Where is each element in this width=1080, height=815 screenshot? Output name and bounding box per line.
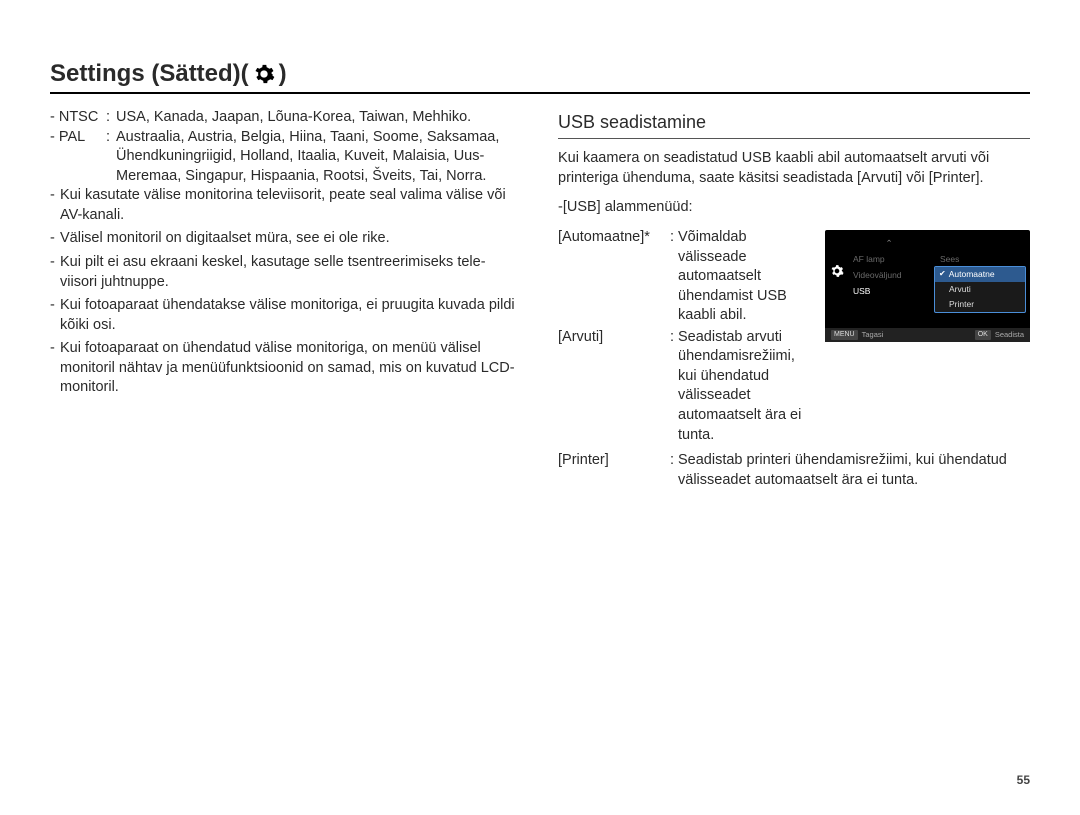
gear-icon xyxy=(830,264,844,281)
def-arvuti-sep: : xyxy=(670,328,678,445)
ntsc-label: - NTSC xyxy=(50,108,106,128)
bullet-1: -Kui kasutate välise monitorina televiis… xyxy=(50,186,522,225)
gear-icon xyxy=(253,63,275,85)
def-auto-sep: : xyxy=(670,228,678,326)
right-column: USB seadistamine Kui kaamera on seadista… xyxy=(558,108,1030,492)
def-arvuti-term: [Arvuti] xyxy=(558,328,670,445)
bullet-3-text: Kui pilt ei asu ekraani keskel, kasutage… xyxy=(60,253,522,292)
bullet-1-text: Kui kasutate välise monitorina televiiso… xyxy=(60,186,522,225)
ntsc-text: USA, Kanada, Jaapan, Lõuna-Korea, Taiwan… xyxy=(116,108,471,128)
bullet-3: -Kui pilt ei asu ekraani keskel, kasutag… xyxy=(50,253,522,292)
menu-set-label: Seadista xyxy=(995,330,1024,340)
pal-text: Austraalia, Austria, Belgia, Hiina, Taan… xyxy=(116,128,522,187)
menu-set-btn: OK xyxy=(975,330,991,339)
def-auto-text: Võimaldab välisseade automaatselt ühenda… xyxy=(678,228,815,326)
camera-menu-figure: ⌃ AF lamp Videoväljund USB Sees NTSC Aut… xyxy=(825,230,1030,342)
bullet-5-text: Kui fotoaparaat on ühendatud välise moni… xyxy=(60,339,522,398)
page-title-row: Settings (Sätted)( ) xyxy=(50,60,1030,94)
def-arvuti: [Arvuti] : Seadistab arvuti ühendamisrež… xyxy=(558,328,815,445)
popup-arvuti: Arvuti xyxy=(935,282,1025,297)
usb-intro: Kui kaamera on seadistatud USB kaabli ab… xyxy=(558,149,1030,188)
left-column: - NTSC : USA, Kanada, Jaapan, Lõuna-Kore… xyxy=(50,108,522,492)
bullet-2-text: Välisel monitoril on digitaalset müra, s… xyxy=(60,229,390,249)
menu-middle: ⌃ AF lamp Videoväljund USB xyxy=(849,230,929,342)
popup-auto: Automaatne xyxy=(935,267,1025,282)
bullet-4: -Kui fotoaparaat ühendatakse välise moni… xyxy=(50,296,522,335)
menu-sidebar xyxy=(825,230,849,342)
usb-submenu-label: -[USB] alammenüüd: xyxy=(558,198,1030,218)
menu-row-af: AF lamp xyxy=(853,252,925,268)
pal-row: - PAL : Austraalia, Austria, Belgia, Hii… xyxy=(50,128,522,187)
chevron-up-icon: ⌃ xyxy=(853,236,925,252)
pal-label: - PAL xyxy=(50,128,106,187)
usb-definitions: [Automaatne]* : Võimaldab välisseade aut… xyxy=(558,228,815,447)
def-auto-term: [Automaatne]* xyxy=(558,228,670,326)
def-printer: [Printer] : Seadistab printeri ühendamis… xyxy=(558,451,1030,490)
pal-sep: : xyxy=(106,128,116,187)
usb-subheading: USB seadistamine xyxy=(558,110,1030,139)
menu-row-video: Videoväljund xyxy=(853,268,925,284)
menu-back-btn: MENU xyxy=(831,330,858,339)
def-arvuti-text: Seadistab arvuti ühendamisrežiimi, kui ü… xyxy=(678,328,815,445)
def-auto: [Automaatne]* : Võimaldab välisseade aut… xyxy=(558,228,815,326)
def-printer-sep: : xyxy=(670,451,678,490)
popup-printer: Printer xyxy=(935,297,1025,312)
menu-bottom-bar: MENU Tagasi OK Seadista xyxy=(825,328,1030,342)
def-printer-text: Seadistab printeri ühendamisrežiimi, kui… xyxy=(678,451,1030,490)
page-title-suffix: ) xyxy=(279,60,287,88)
bullet-2: -Välisel monitoril on digitaalset müra, … xyxy=(50,229,522,249)
menu-row-usb: USB xyxy=(853,284,925,300)
menu-back-label: Tagasi xyxy=(862,330,884,340)
usb-popup: Automaatne Arvuti Printer xyxy=(934,266,1026,313)
def-printer-term: [Printer] xyxy=(558,451,670,490)
ntsc-sep: : xyxy=(106,108,116,128)
usb-block: [Automaatne]* : Võimaldab välisseade aut… xyxy=(558,228,1030,447)
bullet-5: -Kui fotoaparaat on ühendatud välise mon… xyxy=(50,339,522,398)
page-title-prefix: Settings (Sätted)( xyxy=(50,60,249,88)
ntsc-row: - NTSC : USA, Kanada, Jaapan, Lõuna-Kore… xyxy=(50,108,522,128)
menu-right-blank xyxy=(934,236,1026,252)
bullet-4-text: Kui fotoaparaat ühendatakse välise monit… xyxy=(60,296,522,335)
page-number: 55 xyxy=(1017,773,1030,787)
